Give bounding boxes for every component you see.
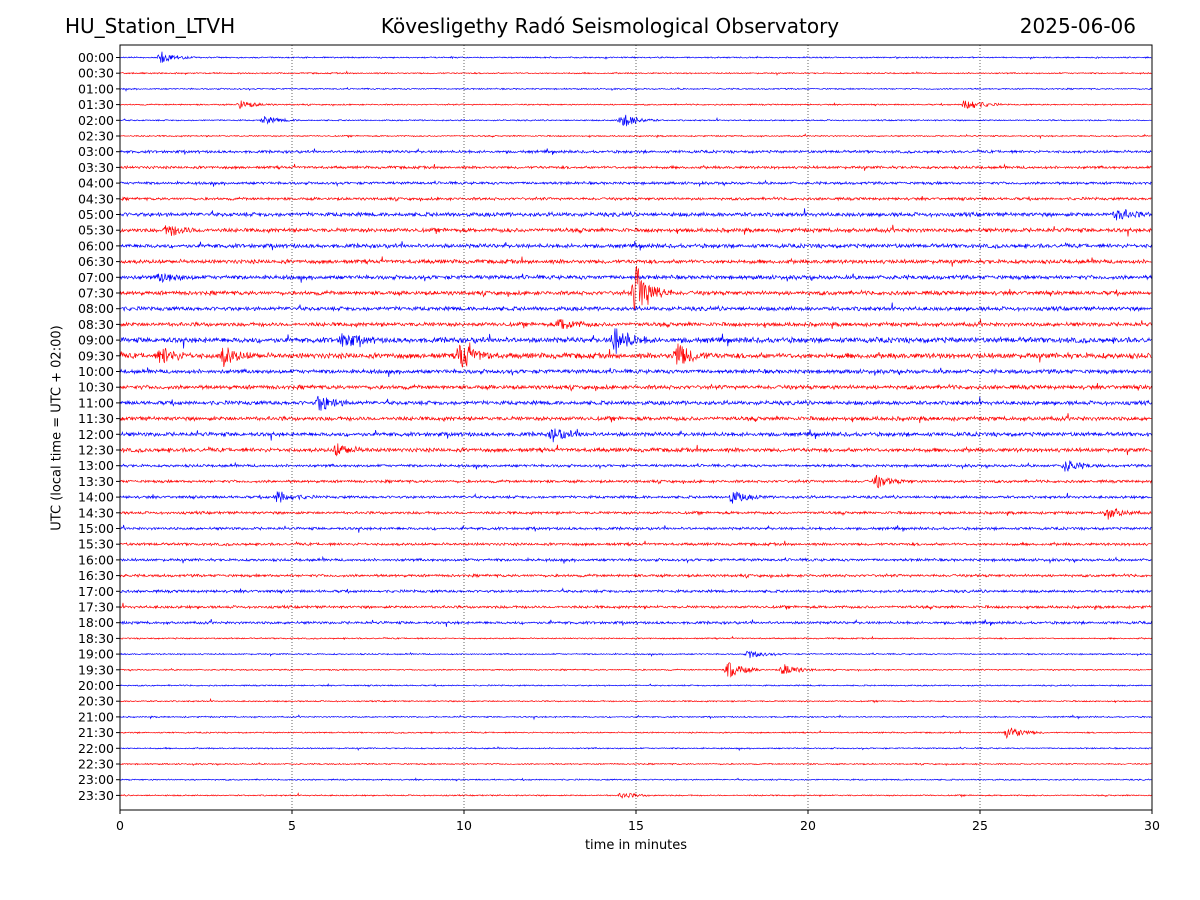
- x-tick-label: 5: [288, 818, 296, 833]
- y-tick-label: 01:30: [78, 97, 114, 112]
- seismic-trace: [119, 133, 1152, 140]
- station-name: HU_Station_LTVH: [65, 14, 236, 38]
- y-tick-label: 18:00: [78, 615, 114, 630]
- y-tick-label: 13:30: [78, 474, 114, 489]
- seismic-trace: [119, 746, 1152, 752]
- y-tick-label: 22:30: [78, 757, 114, 772]
- chart-title: Kövesligethy Radó Seismological Observat…: [380, 14, 840, 38]
- y-tick-label: 08:30: [78, 317, 114, 332]
- x-tick-label: 25: [972, 818, 988, 833]
- seismic-trace: [119, 507, 1152, 520]
- y-tick-label: 06:00: [78, 238, 114, 253]
- x-tick-label: 15: [628, 818, 644, 833]
- seismic-trace: [119, 573, 1152, 579]
- x-axis-label: time in minutes: [584, 838, 688, 853]
- y-tick-label: 05:30: [78, 223, 114, 238]
- y-tick-label: 10:30: [78, 380, 114, 395]
- x-tick-label: 10: [456, 818, 472, 833]
- x-tick-label: 0: [116, 818, 124, 833]
- seismic-trace: [119, 367, 1152, 377]
- seismic-trace: [119, 490, 1152, 504]
- y-tick-label: 19:30: [78, 662, 114, 677]
- seismic-trace: [119, 100, 1152, 110]
- y-tick-label: 14:30: [78, 505, 114, 520]
- y-tick-label: 02:30: [78, 129, 114, 144]
- seismic-trace: [119, 342, 1152, 368]
- y-tick-label: 12:30: [78, 443, 114, 458]
- y-tick-label: 00:30: [78, 66, 114, 81]
- y-tick-label: 10:00: [78, 364, 114, 379]
- y-tick-label: 07:30: [78, 286, 114, 301]
- y-tick-label: 03:30: [78, 160, 114, 175]
- seismic-trace: [119, 697, 1152, 704]
- seismic-trace: [119, 635, 1152, 641]
- y-tick-label: 08:00: [78, 301, 114, 316]
- seismic-trace: [119, 762, 1152, 767]
- y-tick-label: 20:00: [78, 678, 114, 693]
- seismic-trace: [119, 619, 1152, 627]
- y-tick-label: 11:00: [78, 395, 114, 410]
- y-tick-label: 01:00: [78, 81, 114, 96]
- y-tick-label: 09:00: [78, 333, 114, 348]
- y-tick-label: 17:00: [78, 584, 114, 599]
- y-tick-label: 07:00: [78, 270, 114, 285]
- y-tick-label: 06:30: [78, 254, 114, 269]
- seismic-trace: [119, 86, 1152, 92]
- y-tick-label: 02:00: [78, 113, 114, 128]
- x-tick-label: 20: [800, 818, 816, 833]
- seismic-trace: [119, 428, 1152, 443]
- y-tick-label: 18:30: [78, 631, 114, 646]
- y-tick-label: 09:30: [78, 348, 114, 363]
- y-tick-label: 13:00: [78, 458, 114, 473]
- y-tick-label: 15:00: [78, 521, 114, 536]
- y-tick-label: 05:00: [78, 207, 114, 222]
- y-tick-label: 14:00: [78, 490, 114, 505]
- y-tick-label: 23:30: [78, 788, 114, 803]
- y-tick-label: 04:30: [78, 191, 114, 206]
- y-tick-label: 19:00: [78, 647, 114, 662]
- y-tick-label: 04:00: [78, 176, 114, 191]
- chart-date: 2025-06-06: [1019, 14, 1136, 38]
- y-tick-label: 21:00: [78, 709, 114, 724]
- y-tick-label: 17:30: [78, 600, 114, 615]
- y-axis-label: UTC (local time = UTC + 02:00): [49, 325, 65, 531]
- seismic-trace: [119, 328, 1152, 354]
- y-tick-label: 15:30: [78, 537, 114, 552]
- y-tick-label: 22:00: [78, 741, 114, 756]
- y-tick-label: 16:30: [78, 568, 114, 583]
- seismic-trace: [119, 683, 1152, 688]
- y-tick-label: 21:30: [78, 725, 114, 740]
- x-tick-label: 30: [1144, 818, 1160, 833]
- y-tick-label: 03:00: [78, 144, 114, 159]
- y-tick-label: 20:30: [78, 694, 114, 709]
- y-tick-label: 16:00: [78, 552, 114, 567]
- y-tick-label: 11:30: [78, 411, 114, 426]
- seismic-trace: [119, 163, 1152, 171]
- seismic-trace: [119, 70, 1152, 76]
- y-tick-label: 23:00: [78, 772, 114, 787]
- seismic-trace: [119, 777, 1152, 782]
- y-tick-label: 00:00: [78, 50, 114, 65]
- y-tick-label: 12:00: [78, 427, 114, 442]
- seismic-trace: [119, 474, 1152, 489]
